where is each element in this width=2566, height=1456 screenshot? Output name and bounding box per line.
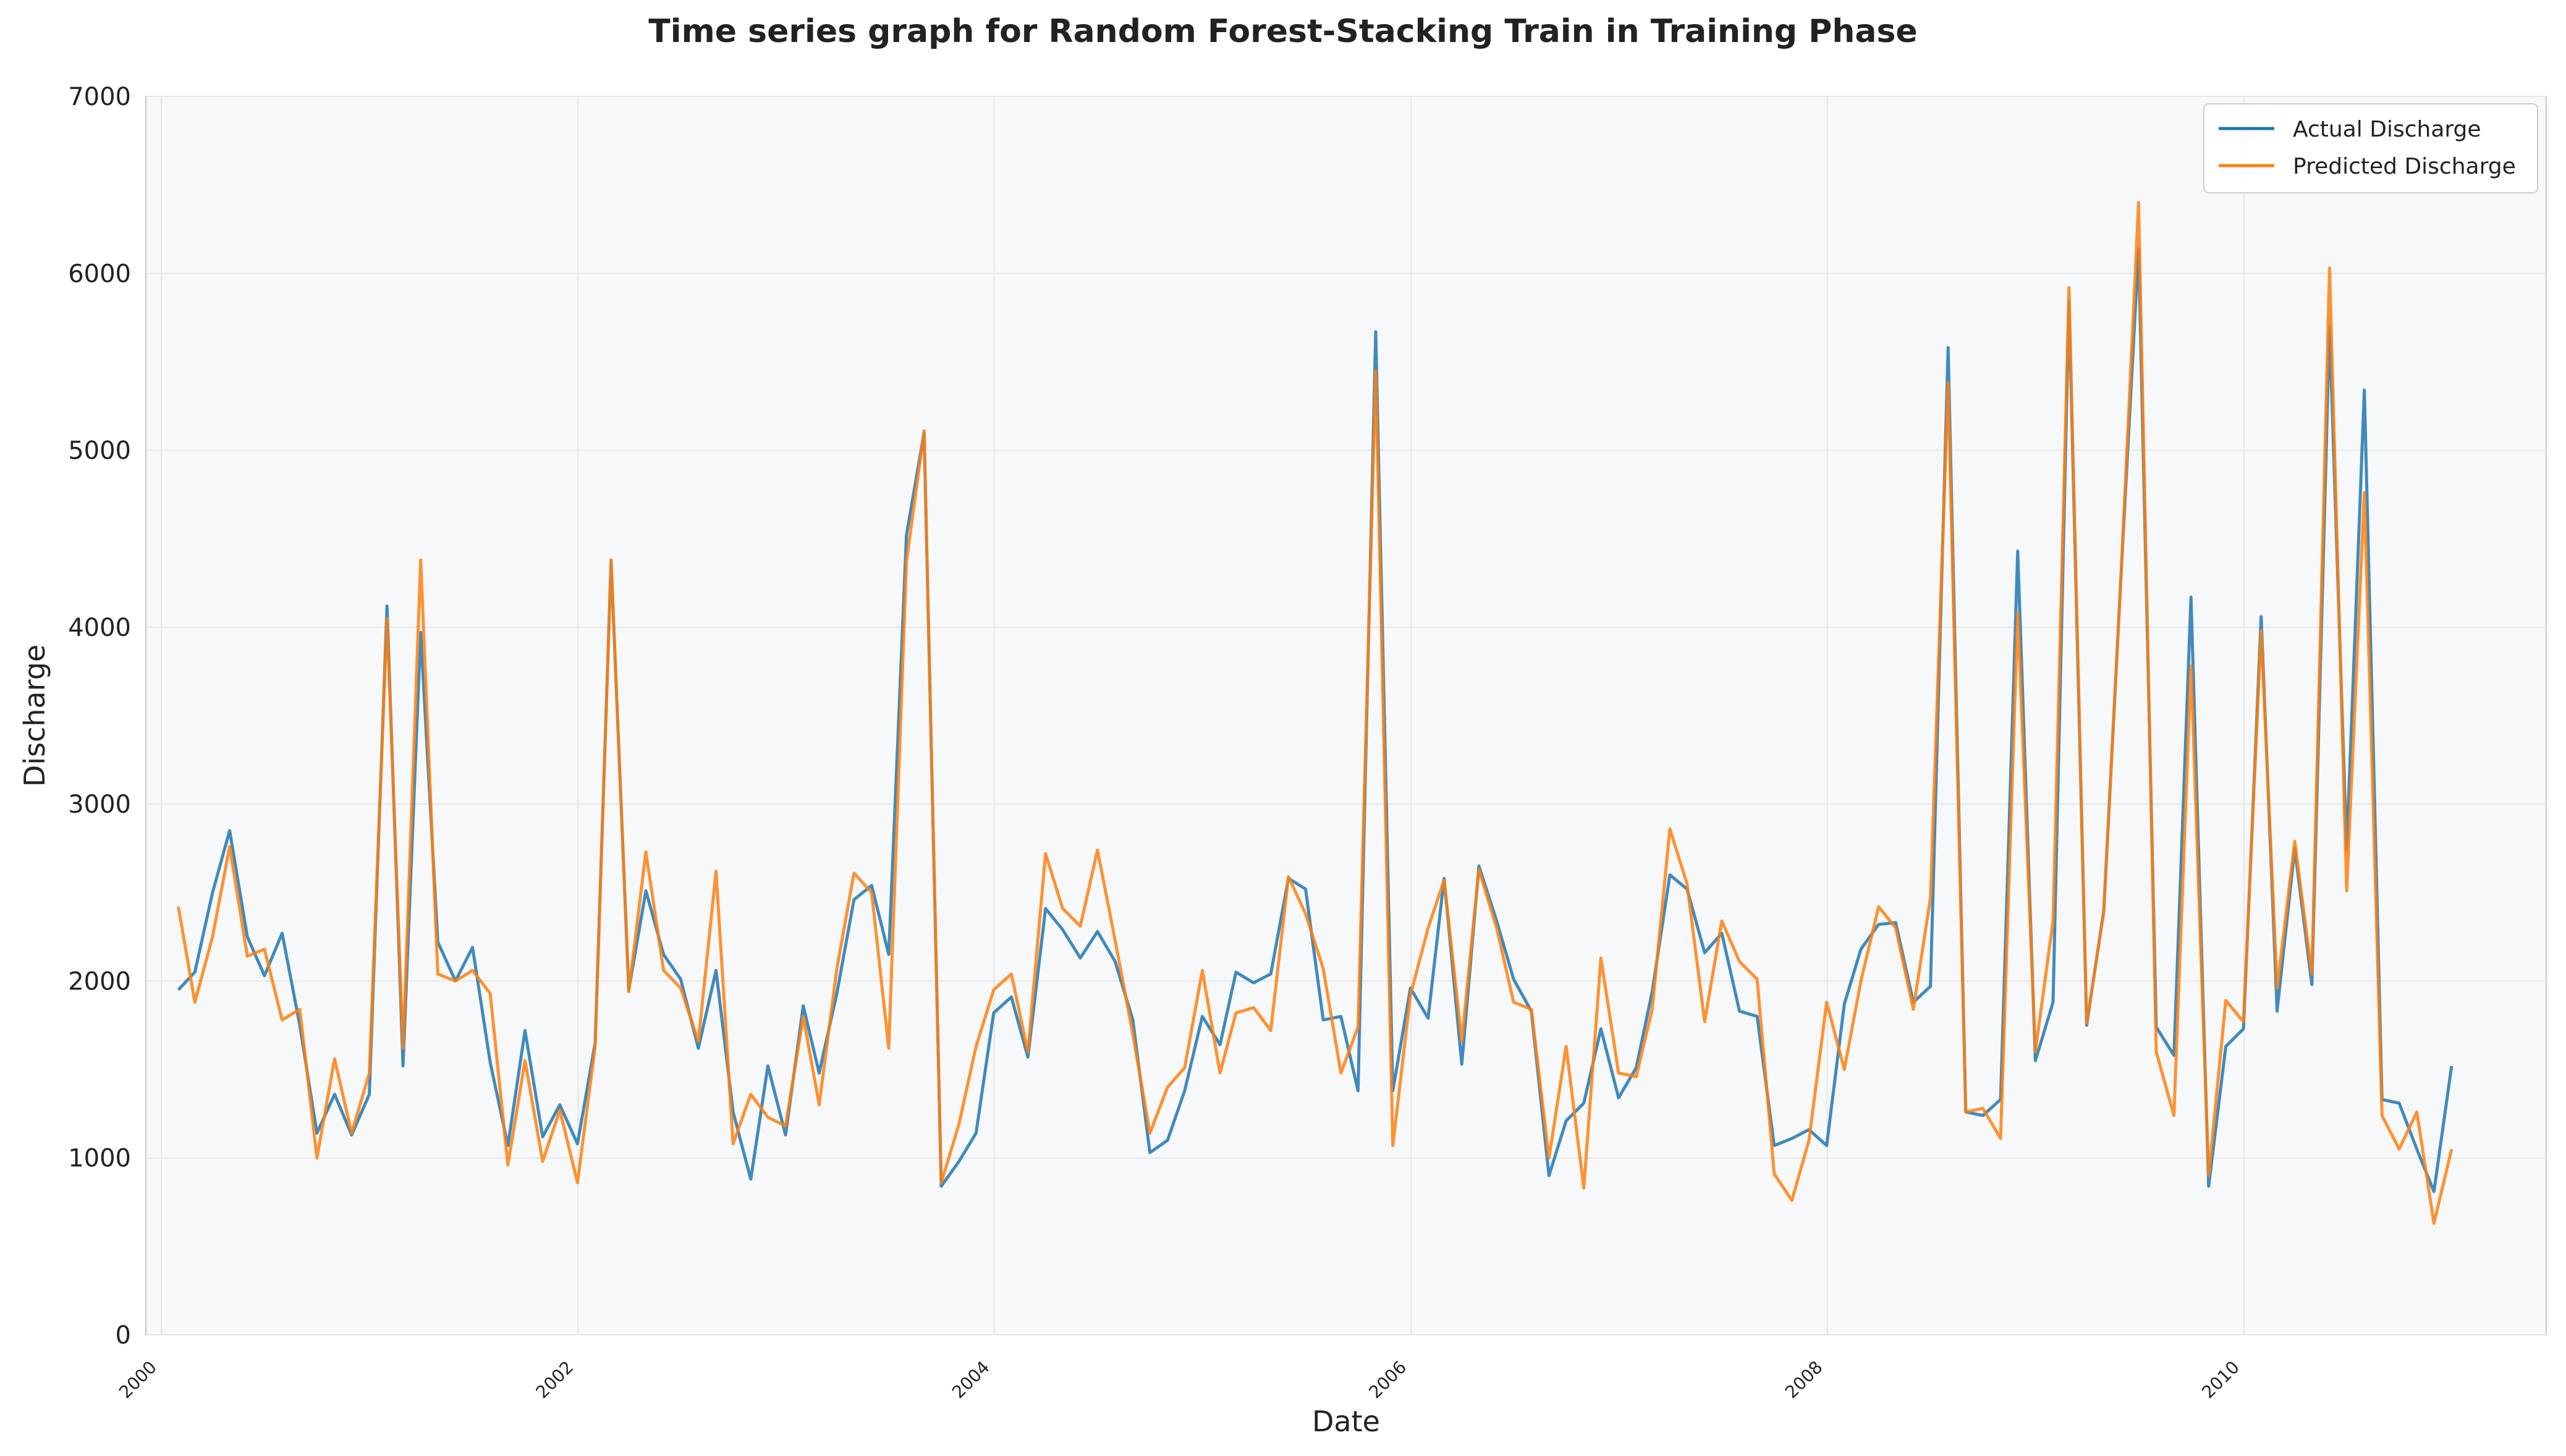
y-tick-label: 3000 xyxy=(68,790,131,819)
y-tick-label: 6000 xyxy=(68,260,131,288)
legend-box xyxy=(2203,103,2538,193)
legend: Actual Discharge Predicted Discharge xyxy=(2203,103,2538,193)
y-tick-labels: 0 1000 2000 3000 4000 5000 6000 7000 xyxy=(68,83,131,1350)
legend-label-actual: Actual Discharge xyxy=(2293,117,2481,142)
y-tick-label: 2000 xyxy=(68,967,131,996)
y-tick-label: 7000 xyxy=(68,83,131,111)
y-tick-label: 0 xyxy=(116,1321,131,1350)
y-tick-label: 4000 xyxy=(68,614,131,642)
series-line-predicted-discharge xyxy=(177,201,2454,1225)
y-tick-label: 5000 xyxy=(68,437,131,465)
y-tick-label: 1000 xyxy=(68,1145,131,1173)
x-axis-label: Date xyxy=(1312,1405,1380,1438)
x-gridlines xyxy=(160,96,2245,1335)
series-layer xyxy=(177,201,2454,1225)
chart-title: Time series graph for Random Forest-Stac… xyxy=(648,13,1917,50)
legend-label-predicted: Predicted Discharge xyxy=(2293,154,2516,179)
y-axis-label: Discharge xyxy=(18,645,51,787)
